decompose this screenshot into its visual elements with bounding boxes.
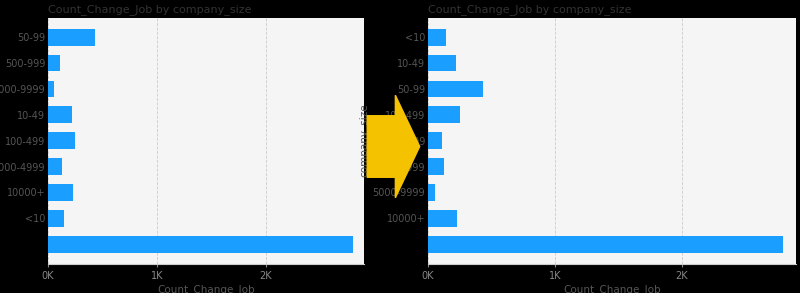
Bar xyxy=(48,158,62,175)
Bar xyxy=(48,29,95,46)
Text: Count_Change_Job by company_size: Count_Change_Job by company_size xyxy=(428,4,631,15)
Bar xyxy=(428,132,442,149)
X-axis label: Count_Change_Job: Count_Change_Job xyxy=(157,284,255,293)
Bar xyxy=(428,81,482,97)
Bar xyxy=(428,106,460,123)
Bar xyxy=(48,54,60,71)
Bar xyxy=(48,210,64,227)
Bar xyxy=(48,236,353,253)
FancyArrow shape xyxy=(367,95,420,198)
X-axis label: Count_Change_Job: Count_Change_Job xyxy=(563,284,661,293)
Bar xyxy=(48,184,73,201)
Bar xyxy=(428,184,435,201)
Bar xyxy=(428,54,456,71)
Bar xyxy=(428,158,444,175)
Bar xyxy=(48,132,75,149)
Y-axis label: company_size: company_size xyxy=(359,104,370,178)
Text: Count_Change_Job by company_size: Count_Change_Job by company_size xyxy=(48,4,251,15)
Bar xyxy=(428,236,783,253)
Bar xyxy=(48,81,54,97)
Bar xyxy=(428,210,457,227)
Bar xyxy=(428,29,446,46)
Bar xyxy=(48,106,72,123)
